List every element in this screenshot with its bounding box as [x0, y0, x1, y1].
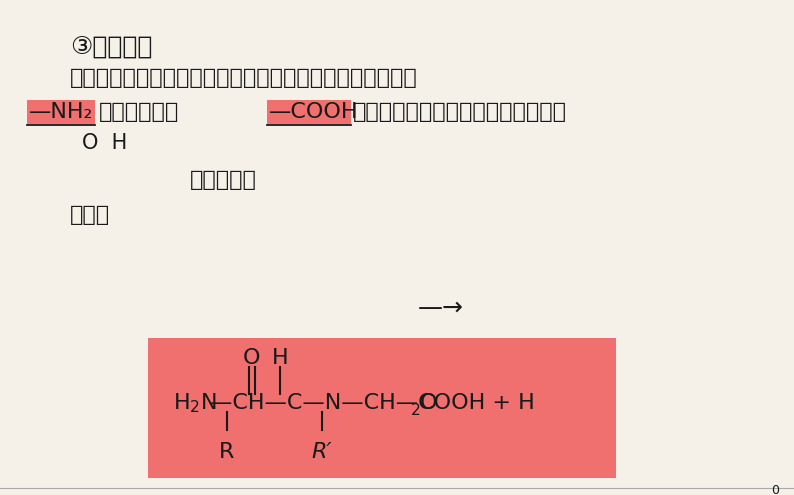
Text: 在酸或碱的存在下加热，两个氨基酸分子之间通过一分子的: 在酸或碱的存在下加热，两个氨基酸分子之间通过一分子的 — [70, 68, 418, 88]
Text: 和另一分子的: 和另一分子的 — [99, 102, 179, 122]
Text: R′: R′ — [312, 442, 332, 462]
Text: —→: —→ — [418, 296, 464, 320]
Text: R: R — [219, 442, 235, 462]
FancyBboxPatch shape — [27, 100, 95, 124]
Text: O  H: O H — [82, 133, 127, 153]
Text: —NH₂: —NH₂ — [29, 102, 94, 122]
Text: ③成肽反应: ③成肽反应 — [70, 35, 152, 59]
Text: 0: 0 — [771, 484, 779, 495]
Text: 间脱去一分子水，缩合形成含有肽键: 间脱去一分子水，缩合形成含有肽键 — [353, 102, 567, 122]
Text: —COOH: —COOH — [269, 102, 359, 122]
Text: H: H — [272, 348, 288, 368]
Text: O: O — [243, 348, 260, 368]
Text: H$_2$N: H$_2$N — [173, 391, 217, 415]
Text: O: O — [420, 393, 437, 413]
Text: 的化合物。: 的化合物。 — [190, 170, 257, 190]
Text: —CH—C—N—CH—COOH + H: —CH—C—N—CH—COOH + H — [210, 393, 534, 413]
Text: $_2$: $_2$ — [410, 398, 421, 418]
Text: 例如：: 例如： — [70, 205, 110, 225]
FancyBboxPatch shape — [148, 338, 616, 478]
FancyBboxPatch shape — [267, 100, 351, 124]
